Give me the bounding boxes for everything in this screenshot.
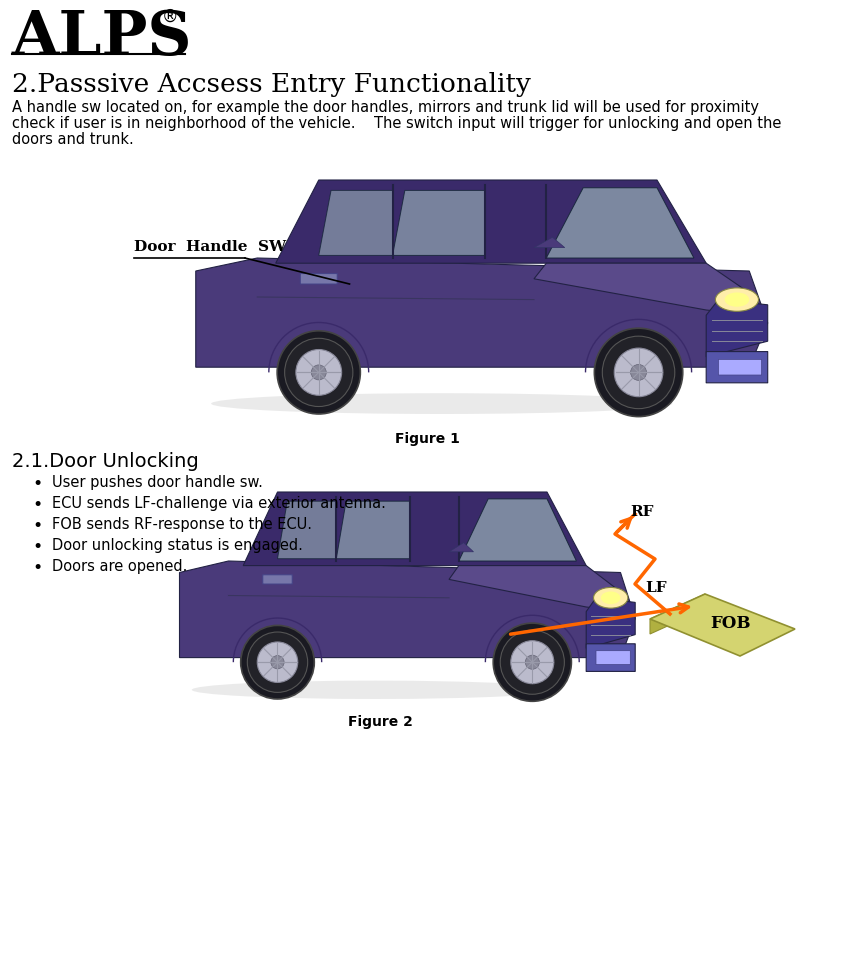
Text: ECU sends LF-challenge via exterior antenna.: ECU sends LF-challenge via exterior ante… (52, 495, 386, 511)
Circle shape (613, 349, 662, 397)
Ellipse shape (211, 393, 671, 415)
Text: doors and trunk.: doors and trunk. (12, 132, 134, 147)
Polygon shape (336, 502, 409, 559)
Circle shape (257, 642, 298, 683)
Text: FOB: FOB (709, 614, 750, 631)
FancyBboxPatch shape (300, 274, 337, 285)
Text: 2.Passsive Accsess Entry Functionality: 2.Passsive Accsess Entry Functionality (12, 72, 531, 97)
Polygon shape (276, 181, 705, 264)
FancyBboxPatch shape (705, 352, 767, 384)
Circle shape (295, 350, 341, 396)
Ellipse shape (192, 681, 559, 700)
Circle shape (270, 656, 284, 670)
Text: Figure 2: Figure 2 (347, 714, 412, 729)
Text: check if user is in neighborhood of the vehicle.    The switch input will trigge: check if user is in neighborhood of the … (12, 116, 780, 131)
Circle shape (284, 339, 352, 407)
Circle shape (594, 328, 682, 418)
Polygon shape (649, 594, 794, 656)
Polygon shape (179, 561, 635, 658)
Polygon shape (392, 191, 485, 256)
Text: ®: ® (162, 8, 178, 26)
Text: •: • (32, 558, 42, 577)
FancyBboxPatch shape (263, 576, 292, 584)
FancyBboxPatch shape (585, 644, 635, 672)
Polygon shape (243, 492, 585, 566)
Polygon shape (458, 499, 576, 561)
Circle shape (493, 623, 571, 702)
Circle shape (500, 631, 564, 695)
Polygon shape (649, 594, 705, 635)
Text: •: • (32, 475, 42, 492)
Polygon shape (449, 543, 473, 552)
Polygon shape (195, 259, 767, 368)
Polygon shape (318, 191, 392, 256)
Circle shape (247, 633, 307, 693)
Text: LF: LF (644, 580, 666, 594)
Text: ALPS: ALPS (12, 8, 192, 68)
Circle shape (630, 365, 646, 381)
Circle shape (277, 331, 360, 415)
Text: •: • (32, 495, 42, 514)
Ellipse shape (724, 294, 748, 307)
Ellipse shape (593, 588, 627, 609)
Text: A handle sw located on, for example the door handles, mirrors and trunk lid will: A handle sw located on, for example the … (12, 100, 758, 115)
Circle shape (601, 337, 674, 409)
FancyBboxPatch shape (717, 360, 761, 376)
Text: 2.1.Door Unlocking: 2.1.Door Unlocking (12, 452, 199, 471)
Polygon shape (585, 598, 635, 648)
Circle shape (241, 626, 314, 700)
Polygon shape (533, 238, 564, 248)
Circle shape (510, 641, 553, 684)
Text: FOB sends RF-response to the ECU.: FOB sends RF-response to the ECU. (52, 516, 311, 531)
Text: •: • (32, 538, 42, 555)
Text: •: • (32, 516, 42, 535)
Polygon shape (533, 264, 755, 316)
Ellipse shape (715, 289, 757, 312)
Text: Door  Handle  SW: Door Handle SW (134, 239, 286, 254)
Polygon shape (705, 300, 767, 358)
Text: Door unlocking status is engaged.: Door unlocking status is engaged. (52, 538, 303, 552)
Polygon shape (546, 189, 693, 259)
Ellipse shape (601, 592, 620, 605)
Text: User pushes door handle sw.: User pushes door handle sw. (52, 475, 263, 489)
Circle shape (310, 365, 326, 381)
Polygon shape (449, 566, 624, 612)
FancyBboxPatch shape (595, 651, 630, 665)
Circle shape (525, 655, 539, 670)
Text: Doors are opened.: Doors are opened. (52, 558, 187, 574)
Text: Figure 1: Figure 1 (394, 431, 459, 446)
Polygon shape (277, 502, 336, 559)
Text: RF: RF (630, 505, 653, 518)
